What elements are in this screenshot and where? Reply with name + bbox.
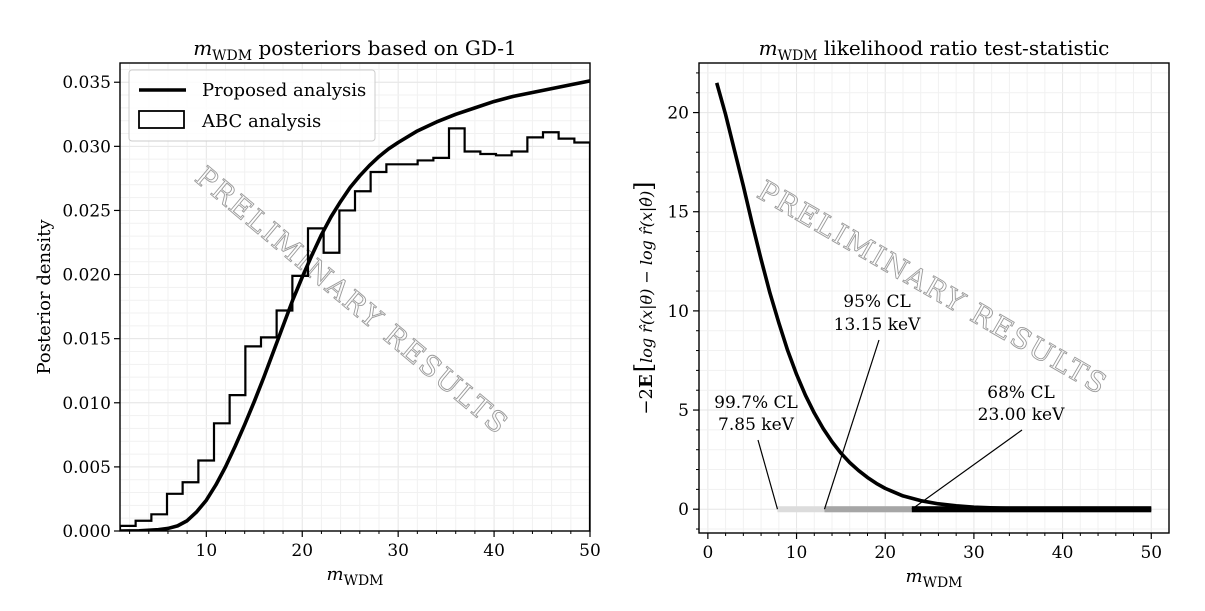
annotation-95-value: 13.15 keV: [834, 315, 921, 335]
left-x-tick-label: 20: [291, 541, 313, 561]
right-ylabel-bracket: log r̂(x|θ) − log r̂(x|θ̂): [637, 191, 656, 363]
right-watermark: PRELIMINARY RESULTS: [751, 173, 1114, 402]
right-x-tick-label: 50: [1140, 543, 1162, 563]
right-x-tick-label: 20: [874, 543, 896, 563]
left-x-tick-label: 30: [387, 541, 409, 561]
left-y-tick-label: 0.025: [62, 201, 111, 221]
left-axes-frame: [119, 62, 591, 532]
right-ylabel-close-bracket: ]: [630, 181, 658, 190]
left-xlabel-sub: WDM: [344, 573, 384, 589]
right-chart-panel: PRELIMINARY RESULTS 0 10 20 30 40 5005101520 …: [630, 36, 1170, 591]
left-y-tick-label: 0.030: [62, 137, 111, 157]
annotation-pointer-1: [823, 339, 880, 510]
annotation-95-label: 95% CL: [843, 292, 911, 312]
annotation-68-value: 23.00 keV: [978, 405, 1065, 425]
legend-patch-abc: [138, 110, 185, 129]
left-x-tick-label: 50: [579, 541, 601, 561]
left-x-tick-label: 10: [196, 541, 218, 561]
left-watermark: PRELIMINARY RESULTS: [188, 160, 516, 442]
right-y-axis-label: −2E [log r̂(x|θ) − log r̂(x|θ̂)]: [630, 181, 658, 414]
left-y-tick-label: 0.035: [62, 73, 111, 93]
left-x-axis-label: mWDM: [326, 564, 383, 589]
right-y-tick-label: 15: [667, 203, 689, 223]
left-y-tick-label: 0.015: [62, 330, 111, 350]
right-ylabel-e: E: [636, 374, 657, 388]
legend-label-proposed: Proposed analysis: [202, 80, 366, 101]
right-ylabel-open-bracket: [: [630, 363, 658, 372]
right-y-tick-label: 0: [678, 500, 689, 520]
left-series: [120, 79, 590, 531]
left-title-rest: posteriors based on GD-1: [252, 36, 517, 60]
left-legend: Proposed analysis ABC analysis: [128, 69, 376, 142]
annotation-997-label: 99.7% CL: [714, 393, 798, 413]
right-y-tick-label: 5: [678, 401, 689, 421]
annotation-997-value: 7.85 keV: [718, 415, 795, 435]
right-series: [715, 82, 1152, 513]
right-x-tick-label: 0: [702, 543, 713, 563]
right-axes-frame: [698, 62, 1170, 534]
annotation-68-label: 68% CL: [987, 383, 1055, 403]
right-title-math: m: [759, 36, 778, 60]
left-y-axis-label: Posterior density: [34, 219, 55, 375]
left-title-math: m: [193, 36, 212, 60]
right-watermark-text: PRELIMINARY RESULTS: [752, 174, 1114, 402]
test-statistic-line: [715, 82, 1152, 512]
right-ylabel-text: −2E [log r̂(x|θ) − log r̂(x|θ̂)]: [630, 181, 658, 414]
right-x-tick-label: 10: [786, 543, 808, 563]
right-y-tick-label: 10: [667, 302, 689, 322]
right-x-axis-label: mWDM: [905, 566, 962, 591]
right-title-rest: likelihood ratio test-statistic: [818, 36, 1110, 60]
right-x-tick-label: 30: [963, 543, 985, 563]
annotation-pointer-0: [757, 439, 779, 510]
legend-label-abc: ABC analysis: [201, 111, 321, 132]
right-x-tick-label: 40: [1052, 543, 1074, 563]
right-xlabel-math: m: [905, 566, 922, 587]
abc-analysis-histogram: [120, 127, 590, 531]
left-y-tick-label: 0.020: [62, 266, 111, 286]
right-ticks: 0 10 20 30 40 50 0 5 10 15 20: [667, 72, 1162, 563]
right-annotations: 99.7% CL 7.85 keV 95% CL 13.15 keV 68% C…: [714, 292, 1065, 510]
left-xlabel-math: m: [326, 564, 343, 585]
proposed-analysis-line: [120, 79, 590, 531]
right-ylabel-prefix: −2: [636, 388, 657, 415]
right-y-tick-label: 20: [667, 104, 689, 124]
left-y-tick-label: 0.005: [62, 458, 111, 478]
annotation-pointer-2: [911, 429, 1023, 510]
left-chart-panel: PRELIMINARY RESULTS 10 20 30 40 50 0.000 0.005…: [34, 36, 601, 589]
left-watermark-text: PRELIMINARY RESULTS: [189, 160, 516, 441]
right-chart-title: mWDM likelihood ratio test-statistic: [759, 36, 1110, 64]
left-title-sub: WDM: [212, 48, 252, 64]
left-y-tick-label: 0.000: [62, 522, 111, 542]
left-y-tick-label: 0.010: [62, 394, 111, 414]
left-ticks: 10 20 30 40 50 0.000 0.005 0.010 0.015 0.020 0.025…: [62, 73, 600, 561]
right-xlabel-sub: WDM: [923, 575, 963, 591]
right-grid: [699, 63, 1169, 533]
right-title-sub: WDM: [778, 48, 818, 64]
left-chart-title: mWDM posteriors based on GD-1: [193, 36, 517, 64]
left-x-tick-label: 40: [483, 541, 505, 561]
legend-box: [128, 69, 376, 142]
